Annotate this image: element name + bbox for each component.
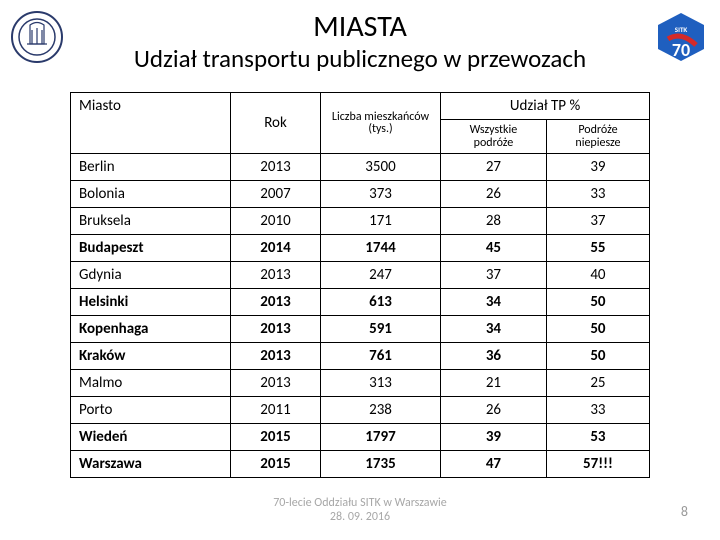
cell-niepiesze: 50 <box>546 316 649 343</box>
th-miasto: Miasto <box>71 93 231 154</box>
table-row: Bolonia20073732633 <box>71 181 650 208</box>
cell-miasto: Berlin <box>71 154 231 181</box>
cell-miasto: Budapeszt <box>71 235 231 262</box>
page-title: MIASTA <box>0 0 720 45</box>
th-niepiesze: Podróże niepiesze <box>546 120 649 154</box>
cell-wszystkie: 39 <box>441 424 547 451</box>
cell-niepiesze: 50 <box>546 289 649 316</box>
cell-wszystkie: 36 <box>441 343 547 370</box>
cell-miasto: Porto <box>71 397 231 424</box>
table-row: Bruksela20101712837 <box>71 208 650 235</box>
table-row: Berlin201335002739 <box>71 154 650 181</box>
cell-niepiesze: 55 <box>546 235 649 262</box>
logo-right: SITK 70 <box>654 10 708 64</box>
cell-rok: 2013 <box>231 262 321 289</box>
table-row: Warszawa201517354757!!! <box>71 451 650 478</box>
cell-liczba: 238 <box>321 397 441 424</box>
footer-line1: 70-lecie Oddziału SITK w Warszawie <box>273 496 447 510</box>
svg-text:SITK: SITK <box>675 25 688 34</box>
table-row: Helsinki20136133450 <box>71 289 650 316</box>
logo-left <box>10 10 64 64</box>
cell-liczba: 1744 <box>321 235 441 262</box>
table-row: Kraków20137613650 <box>71 343 650 370</box>
cell-niepiesze: 39 <box>546 154 649 181</box>
cell-miasto: Bolonia <box>71 181 231 208</box>
cell-liczba: 313 <box>321 370 441 397</box>
cell-niepiesze: 53 <box>546 424 649 451</box>
cell-wszystkie: 26 <box>441 181 547 208</box>
cell-rok: 2015 <box>231 451 321 478</box>
cell-rok: 2013 <box>231 289 321 316</box>
cell-liczba: 761 <box>321 343 441 370</box>
cell-wszystkie: 34 <box>441 289 547 316</box>
cell-miasto: Kopenhaga <box>71 316 231 343</box>
cell-niepiesze: 37 <box>546 208 649 235</box>
cell-wszystkie: 27 <box>441 154 547 181</box>
cell-rok: 2014 <box>231 235 321 262</box>
th-udzial: Udział TP % <box>441 93 650 120</box>
svg-text:70: 70 <box>672 39 690 61</box>
table-row: Porto20112382633 <box>71 397 650 424</box>
cell-miasto: Malmo <box>71 370 231 397</box>
cell-liczba: 373 <box>321 181 441 208</box>
cell-rok: 2013 <box>231 370 321 397</box>
table-row: Kopenhaga20135913450 <box>71 316 650 343</box>
cell-liczba: 1735 <box>321 451 441 478</box>
cell-liczba: 591 <box>321 316 441 343</box>
page-number: 8 <box>681 503 688 520</box>
cell-niepiesze: 40 <box>546 262 649 289</box>
cell-wszystkie: 37 <box>441 262 547 289</box>
cell-liczba: 171 <box>321 208 441 235</box>
cell-rok: 2010 <box>231 208 321 235</box>
data-table: Miasto Rok Liczba mieszkańców (tys.) Udz… <box>70 92 650 478</box>
cell-miasto: Gdynia <box>71 262 231 289</box>
cell-wszystkie: 34 <box>441 316 547 343</box>
cell-miasto: Wiedeń <box>71 424 231 451</box>
cell-wszystkie: 28 <box>441 208 547 235</box>
cell-rok: 2011 <box>231 397 321 424</box>
cell-wszystkie: 21 <box>441 370 547 397</box>
table-row: Gdynia20132473740 <box>71 262 650 289</box>
cell-rok: 2013 <box>231 316 321 343</box>
cell-niepiesze: 33 <box>546 397 649 424</box>
cell-niepiesze: 57!!! <box>546 451 649 478</box>
table-row: Budapeszt201417444555 <box>71 235 650 262</box>
cell-niepiesze: 50 <box>546 343 649 370</box>
cell-rok: 2015 <box>231 424 321 451</box>
cell-wszystkie: 26 <box>441 397 547 424</box>
cell-miasto: Helsinki <box>71 289 231 316</box>
cell-miasto: Kraków <box>71 343 231 370</box>
footer-line2: 28. 09. 2016 <box>330 510 390 524</box>
th-rok: Rok <box>231 93 321 154</box>
table-row: Wiedeń201517973953 <box>71 424 650 451</box>
data-table-wrap: Miasto Rok Liczba mieszkańców (tys.) Udz… <box>70 92 650 478</box>
cell-niepiesze: 25 <box>546 370 649 397</box>
cell-rok: 2013 <box>231 343 321 370</box>
table-row: Malmo20133132125 <box>71 370 650 397</box>
cell-niepiesze: 33 <box>546 181 649 208</box>
cell-liczba: 613 <box>321 289 441 316</box>
cell-miasto: Bruksela <box>71 208 231 235</box>
cell-liczba: 1797 <box>321 424 441 451</box>
page-subtitle: Udział transportu publicznego w przewoza… <box>0 43 720 74</box>
th-wszystkie: Wszystkie podróże <box>441 120 547 154</box>
cell-miasto: Warszawa <box>71 451 231 478</box>
cell-liczba: 247 <box>321 262 441 289</box>
cell-wszystkie: 45 <box>441 235 547 262</box>
footer-text: 70-lecie Oddziału SITK w Warszawie 28. 0… <box>0 496 720 524</box>
cell-liczba: 3500 <box>321 154 441 181</box>
th-liczba: Liczba mieszkańców (tys.) <box>321 93 441 154</box>
cell-rok: 2013 <box>231 154 321 181</box>
cell-rok: 2007 <box>231 181 321 208</box>
cell-wszystkie: 47 <box>441 451 547 478</box>
